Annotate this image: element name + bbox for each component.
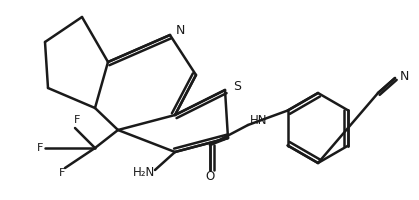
Text: F: F [37, 143, 43, 153]
Text: N: N [400, 70, 409, 82]
Text: O: O [205, 170, 215, 182]
Text: F: F [74, 115, 80, 125]
Text: H₂N: H₂N [133, 166, 155, 180]
Text: F: F [59, 168, 65, 178]
Text: N: N [176, 23, 185, 36]
Text: S: S [233, 80, 241, 94]
Text: HN: HN [250, 114, 267, 128]
